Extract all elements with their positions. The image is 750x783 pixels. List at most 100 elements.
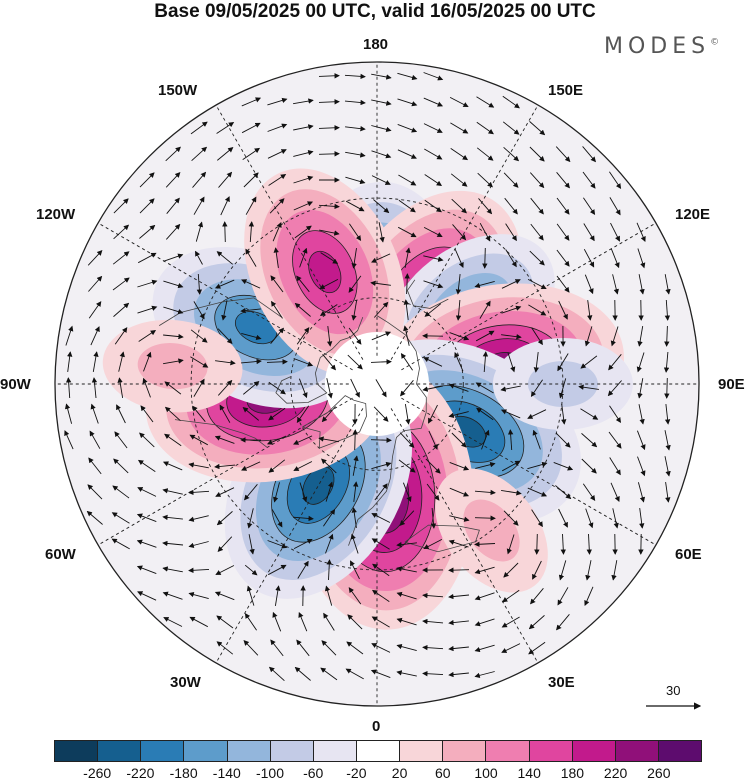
anomaly-contour — [137, 342, 208, 390]
wind-vector — [218, 171, 233, 188]
wind-vector — [162, 540, 184, 547]
wind-vector — [505, 223, 517, 242]
wind-vector — [553, 461, 574, 471]
wind-vector — [639, 508, 645, 529]
logo-text: MODES — [604, 34, 711, 59]
wind-vector — [193, 301, 205, 320]
wind-vector — [560, 533, 566, 555]
wind-vector — [558, 560, 567, 581]
wind-vector — [403, 325, 410, 346]
wind-vector — [267, 97, 288, 106]
wind-vector — [664, 456, 671, 477]
colorbar — [54, 740, 702, 762]
wind-vector — [474, 644, 495, 653]
wind-vector — [163, 358, 184, 365]
wind-vector — [664, 404, 671, 425]
wind-vector — [530, 379, 543, 398]
wind-vector — [298, 378, 308, 399]
wind-vector — [404, 404, 411, 425]
wind-vector — [610, 248, 620, 269]
wind-vector — [294, 225, 312, 239]
wind-vector — [371, 125, 392, 132]
colorbar-tick-label: -20 — [346, 765, 367, 781]
modes-logo: MODES© — [604, 34, 719, 59]
wind-vector — [378, 222, 385, 243]
wind-vector — [136, 565, 157, 575]
wind-vector — [423, 72, 444, 81]
colorbar-tick-label: 220 — [603, 765, 628, 781]
wind-vector — [350, 378, 360, 398]
colorbar-swatch — [312, 741, 356, 761]
wind-vector — [164, 381, 182, 395]
wind-vector — [137, 487, 157, 497]
coastline — [404, 524, 480, 553]
wind-vector — [396, 617, 417, 626]
wind-vector — [162, 488, 183, 495]
wind-vector — [241, 332, 262, 341]
wind-vector — [318, 99, 340, 105]
wind-vector — [271, 509, 283, 528]
wind-vector — [113, 198, 129, 214]
wind-vector — [326, 378, 333, 399]
wind-vector — [477, 172, 493, 188]
wind-vector — [325, 481, 334, 502]
wind-vector — [196, 273, 203, 295]
wind-vector — [527, 461, 548, 470]
wind-vector — [403, 299, 410, 320]
wind-vector — [531, 327, 543, 346]
wind-vector — [192, 405, 206, 422]
wind-vector — [164, 406, 181, 422]
wind-vector — [501, 616, 520, 628]
wind-vector — [64, 403, 73, 424]
lon-label-0: 0 — [372, 718, 381, 735]
meridian — [401, 397, 667, 552]
wind-vector — [345, 668, 364, 680]
colorbar-tick-label: -60 — [303, 765, 324, 781]
wind-vector — [556, 172, 570, 189]
wind-vector — [137, 279, 158, 288]
wind-vector — [117, 377, 124, 398]
wind-vector — [244, 564, 258, 576]
wind-vector — [556, 275, 570, 293]
positive-anomaly — [244, 168, 406, 376]
wind-vector — [501, 643, 521, 653]
wind-vector — [500, 385, 521, 392]
meridian — [209, 408, 364, 674]
colorbar-swatch — [183, 741, 227, 761]
wind-vector — [65, 325, 74, 346]
wind-vector — [190, 329, 208, 343]
wind-vector — [530, 588, 544, 605]
wind-vector — [529, 121, 546, 136]
wind-vector — [163, 306, 184, 315]
wind-vector — [423, 97, 444, 107]
wind-vector — [424, 199, 442, 213]
wind-vector — [371, 150, 392, 159]
wind-vector — [195, 250, 203, 265]
wind-vector — [67, 351, 73, 372]
wind-vector — [92, 351, 99, 372]
wind-vector — [424, 148, 443, 160]
wind-vector — [474, 618, 495, 627]
wind-vector — [528, 304, 547, 316]
wind-vector — [241, 461, 261, 471]
wind-vector — [585, 560, 592, 581]
wind-vector — [292, 515, 314, 522]
wind-vector — [351, 300, 358, 321]
wind-vector — [267, 564, 287, 576]
wind-vector — [217, 379, 233, 396]
wind-vector — [636, 222, 646, 243]
wind-vector — [267, 123, 288, 132]
wind-vectors — [64, 72, 671, 682]
wind-vector — [371, 175, 391, 185]
wind-vector — [348, 275, 362, 293]
wind-vector — [372, 563, 390, 577]
lon-label-180: 180 — [363, 36, 389, 53]
wind-vector — [350, 533, 359, 554]
wind-vector — [296, 639, 310, 657]
wind-vector — [608, 431, 622, 449]
wind-vector — [243, 381, 260, 395]
wind-vector — [422, 644, 444, 651]
lon-label-60w: 60W — [45, 546, 76, 563]
wind-vector — [396, 566, 417, 573]
